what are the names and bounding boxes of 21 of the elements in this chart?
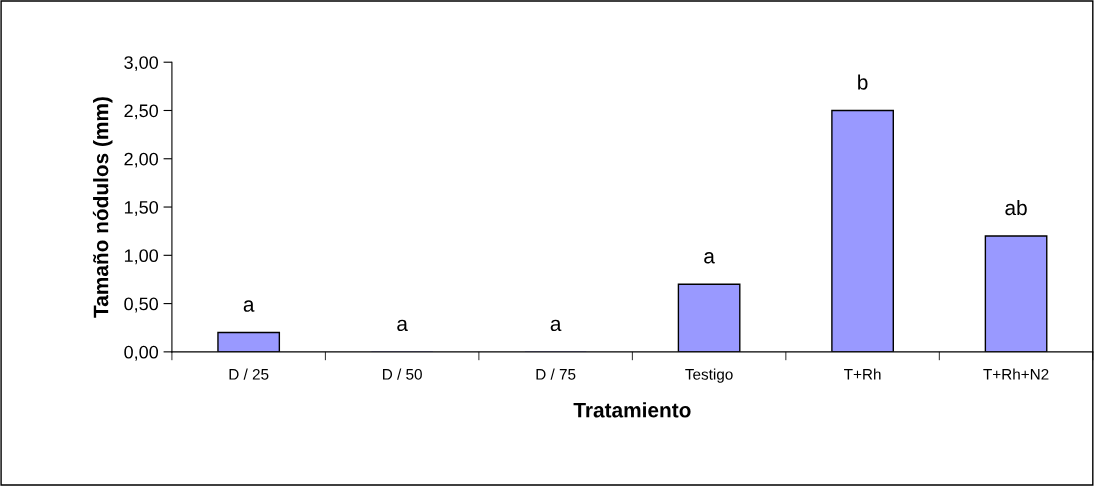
y-tick-label: 2,00 xyxy=(124,152,159,168)
annotation: ab xyxy=(1005,199,1027,216)
y-tick-label: 3,00 xyxy=(124,56,159,72)
y-tick-label: 1,50 xyxy=(124,200,159,216)
annotation: a xyxy=(397,319,408,332)
annotation: b xyxy=(858,74,868,90)
x-axis-title: Tratamiento xyxy=(573,402,691,418)
y-tick-label: 2,50 xyxy=(124,104,159,120)
y-tick-label: 0,00 xyxy=(124,345,159,361)
annotation: a xyxy=(704,252,715,264)
x-tick-label: T+Rh+N2 xyxy=(983,368,1049,380)
x-tick-label: D / 25 xyxy=(229,368,269,380)
x-tick-label: D / 75 xyxy=(536,368,576,380)
x-tick-label: T+Rh xyxy=(844,368,881,380)
annotation: a xyxy=(243,300,255,312)
y-tick-label: 1,00 xyxy=(124,249,159,265)
annotation: a xyxy=(550,319,562,332)
y-axis-title: Tamaño nódulos (mm) xyxy=(92,97,113,318)
y-tick-label: 0,50 xyxy=(124,297,159,313)
x-tick-label: Testigo xyxy=(685,368,733,383)
x-tick-label: D / 50 xyxy=(383,368,422,380)
